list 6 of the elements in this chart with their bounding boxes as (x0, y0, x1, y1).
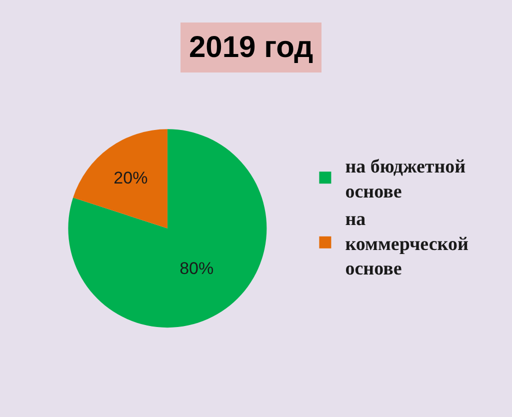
pie-slice (68, 129, 267, 328)
pie-slice (73, 129, 168, 228)
legend-label: на коммерческой основе (345, 209, 468, 280)
data-label: 20% (114, 168, 148, 188)
data-label: 80% (180, 258, 214, 278)
chart-title: 2019 год (189, 31, 314, 64)
